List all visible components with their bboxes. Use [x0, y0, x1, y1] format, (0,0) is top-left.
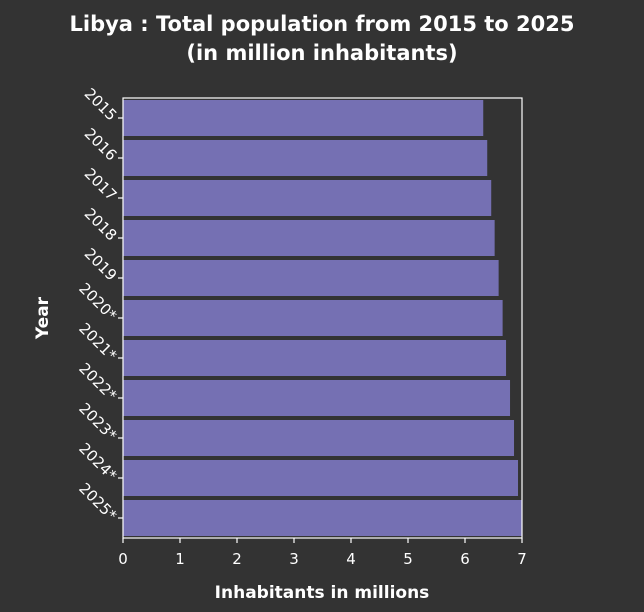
y-tick-label: 2015: [81, 85, 121, 125]
y-tick-label: 2021*: [75, 319, 120, 364]
x-tick-label: 0: [118, 550, 128, 568]
chart-title-line-2: (in million inhabitants): [186, 41, 457, 65]
x-axis-title: Inhabitants in millions: [215, 583, 430, 603]
y-tick-label: 2016: [81, 125, 121, 165]
x-tick-label: 5: [403, 550, 413, 568]
bar-2023-projected: [123, 420, 515, 456]
bar-2021-projected: [123, 340, 507, 376]
bar-2025-projected: [123, 500, 522, 536]
bar-2015: [123, 100, 484, 136]
y-axis-title: Year: [33, 296, 53, 340]
y-tick-label: 2020*: [75, 279, 120, 324]
y-tick-label: 2017: [81, 165, 121, 205]
y-tick-label: 2018: [81, 205, 121, 245]
y-tick-label: 2024*: [75, 439, 120, 484]
bar-2019: [123, 260, 499, 296]
y-tick-label: 2025*: [75, 479, 120, 524]
x-tick-label: 6: [460, 550, 470, 568]
bar-2024-projected: [123, 460, 519, 496]
x-tick-label: 1: [175, 550, 185, 568]
x-tick-label: 2: [232, 550, 242, 568]
x-tick-label: 4: [346, 550, 356, 568]
plot-frame: [122, 97, 523, 539]
x-tick-label: 7: [517, 550, 527, 568]
bar-2017: [123, 180, 492, 216]
x-tick-label: 3: [289, 550, 299, 568]
bars-group: [123, 100, 522, 536]
bar-2016: [123, 140, 488, 176]
bar-2022-projected: [123, 380, 511, 416]
y-tick-label: 2023*: [75, 399, 120, 444]
y-tick-label: 2019: [81, 245, 121, 285]
bar-2018: [123, 220, 495, 256]
y-tick-label: 2022*: [75, 359, 120, 404]
bar-2020-projected: [123, 300, 503, 336]
chart-title-line-1: Libya : Total population from 2015 to 20…: [69, 12, 574, 36]
